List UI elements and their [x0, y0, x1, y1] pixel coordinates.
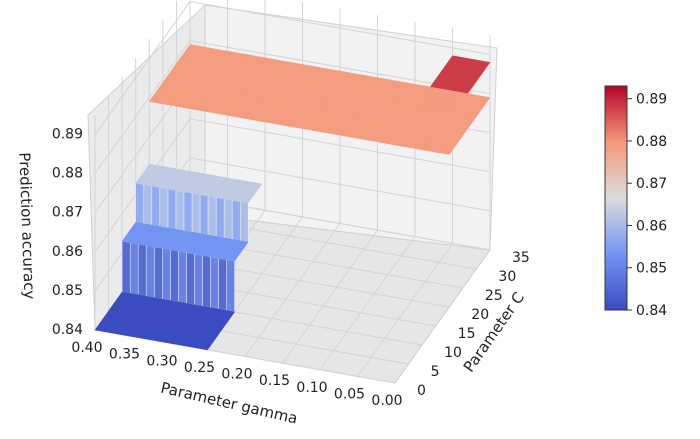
colorbar-tick-label: 0.85: [636, 261, 667, 277]
surface-wall-strip: [202, 255, 211, 308]
x-tick-label: 0.15: [259, 373, 290, 389]
z-tick-label: 0.87: [52, 205, 83, 221]
surface-wall-strip: [129, 242, 139, 296]
x-tick-label: 0.05: [334, 386, 365, 402]
surface-wall-strip: [135, 182, 145, 224]
surface-wall-strip: [159, 187, 169, 229]
colorbar-tick-label: 0.88: [636, 134, 667, 150]
y-tick-label: 10: [444, 345, 462, 361]
colorbar-ticks: 0.84 0.85 0.86 0.87 0.88 0.89: [627, 92, 667, 319]
z-axis-label: Prediction accuracy: [15, 152, 38, 300]
surface-wall-strip: [207, 195, 217, 237]
colorbar: [604, 85, 628, 311]
surface-wall-strip: [210, 256, 219, 310]
surface-wall-strip: [167, 188, 177, 230]
surface-wall-strip: [223, 198, 233, 240]
surface-top-strip: [135, 163, 154, 185]
z-tick-label: 0.85: [52, 283, 83, 299]
surface-wall-strip: [137, 243, 147, 297]
y-tick-label: 15: [458, 326, 476, 342]
surface-wall-strip: [178, 250, 187, 304]
surface-wall-strip: [191, 192, 201, 234]
x-tick-label: 0.10: [296, 380, 327, 396]
surface-wall-strip: [231, 199, 241, 241]
x-tick-label: 0.25: [184, 360, 215, 376]
x-tick-label: 0.30: [146, 353, 177, 369]
z-tick-label: 0.86: [52, 244, 83, 260]
y-tick-label: 35: [512, 250, 530, 266]
surface-top-strip: [121, 221, 141, 243]
y-tick-label: 30: [498, 269, 516, 285]
surface-wall-strip: [162, 248, 171, 301]
z-tick-label: 0.84: [52, 322, 83, 338]
colorbar-tick-label: 0.89: [636, 92, 667, 108]
surface-wall-strip: [215, 197, 225, 239]
surface-wall-strip: [226, 259, 235, 313]
y-tick-label: 0: [417, 383, 426, 399]
surface-wall-strip: [154, 246, 163, 300]
axis-tick-labels: 0.40 0.35 0.30 0.25 0.20 0.15 0.10 0.05 0.00 0510…: [52, 127, 530, 409]
x-tick-label: 0.35: [109, 347, 140, 363]
surface-wall-strip: [143, 184, 153, 226]
colorbar-tick-label: 0.87: [636, 176, 667, 192]
surface-top-strip: [148, 44, 202, 104]
y-tick-label: 5: [431, 364, 440, 380]
surface-top-strip: [94, 291, 127, 331]
x-tick-label: 0.00: [371, 393, 402, 409]
surface-wall-strip: [121, 240, 131, 294]
surface-wall-strip: [175, 189, 185, 231]
surface-wall-strip: [170, 249, 179, 303]
surface-wall-strip: [151, 185, 161, 227]
surface-wall-strip: [239, 201, 249, 243]
surface-wall-strip: [145, 245, 155, 298]
colorbar-tick-label: 0.86: [636, 218, 667, 234]
accuracy-surface: [94, 44, 491, 351]
surface-wall-strip: [194, 253, 203, 307]
surface-wall-strip: [183, 191, 193, 233]
surface-wall-strip: [186, 252, 195, 306]
x-tick-label: 0.40: [71, 340, 102, 356]
colorbar-tick-label: 0.84: [636, 303, 667, 319]
surface-wall-strip: [199, 194, 209, 236]
z-tick-label: 0.88: [52, 166, 83, 182]
y-tick-label: 20: [471, 307, 489, 323]
z-tick-label: 0.89: [52, 127, 83, 143]
surface-wall-strip: [218, 257, 227, 311]
x-tick-label: 0.20: [221, 367, 252, 383]
y-tick-label: 25: [485, 288, 503, 304]
